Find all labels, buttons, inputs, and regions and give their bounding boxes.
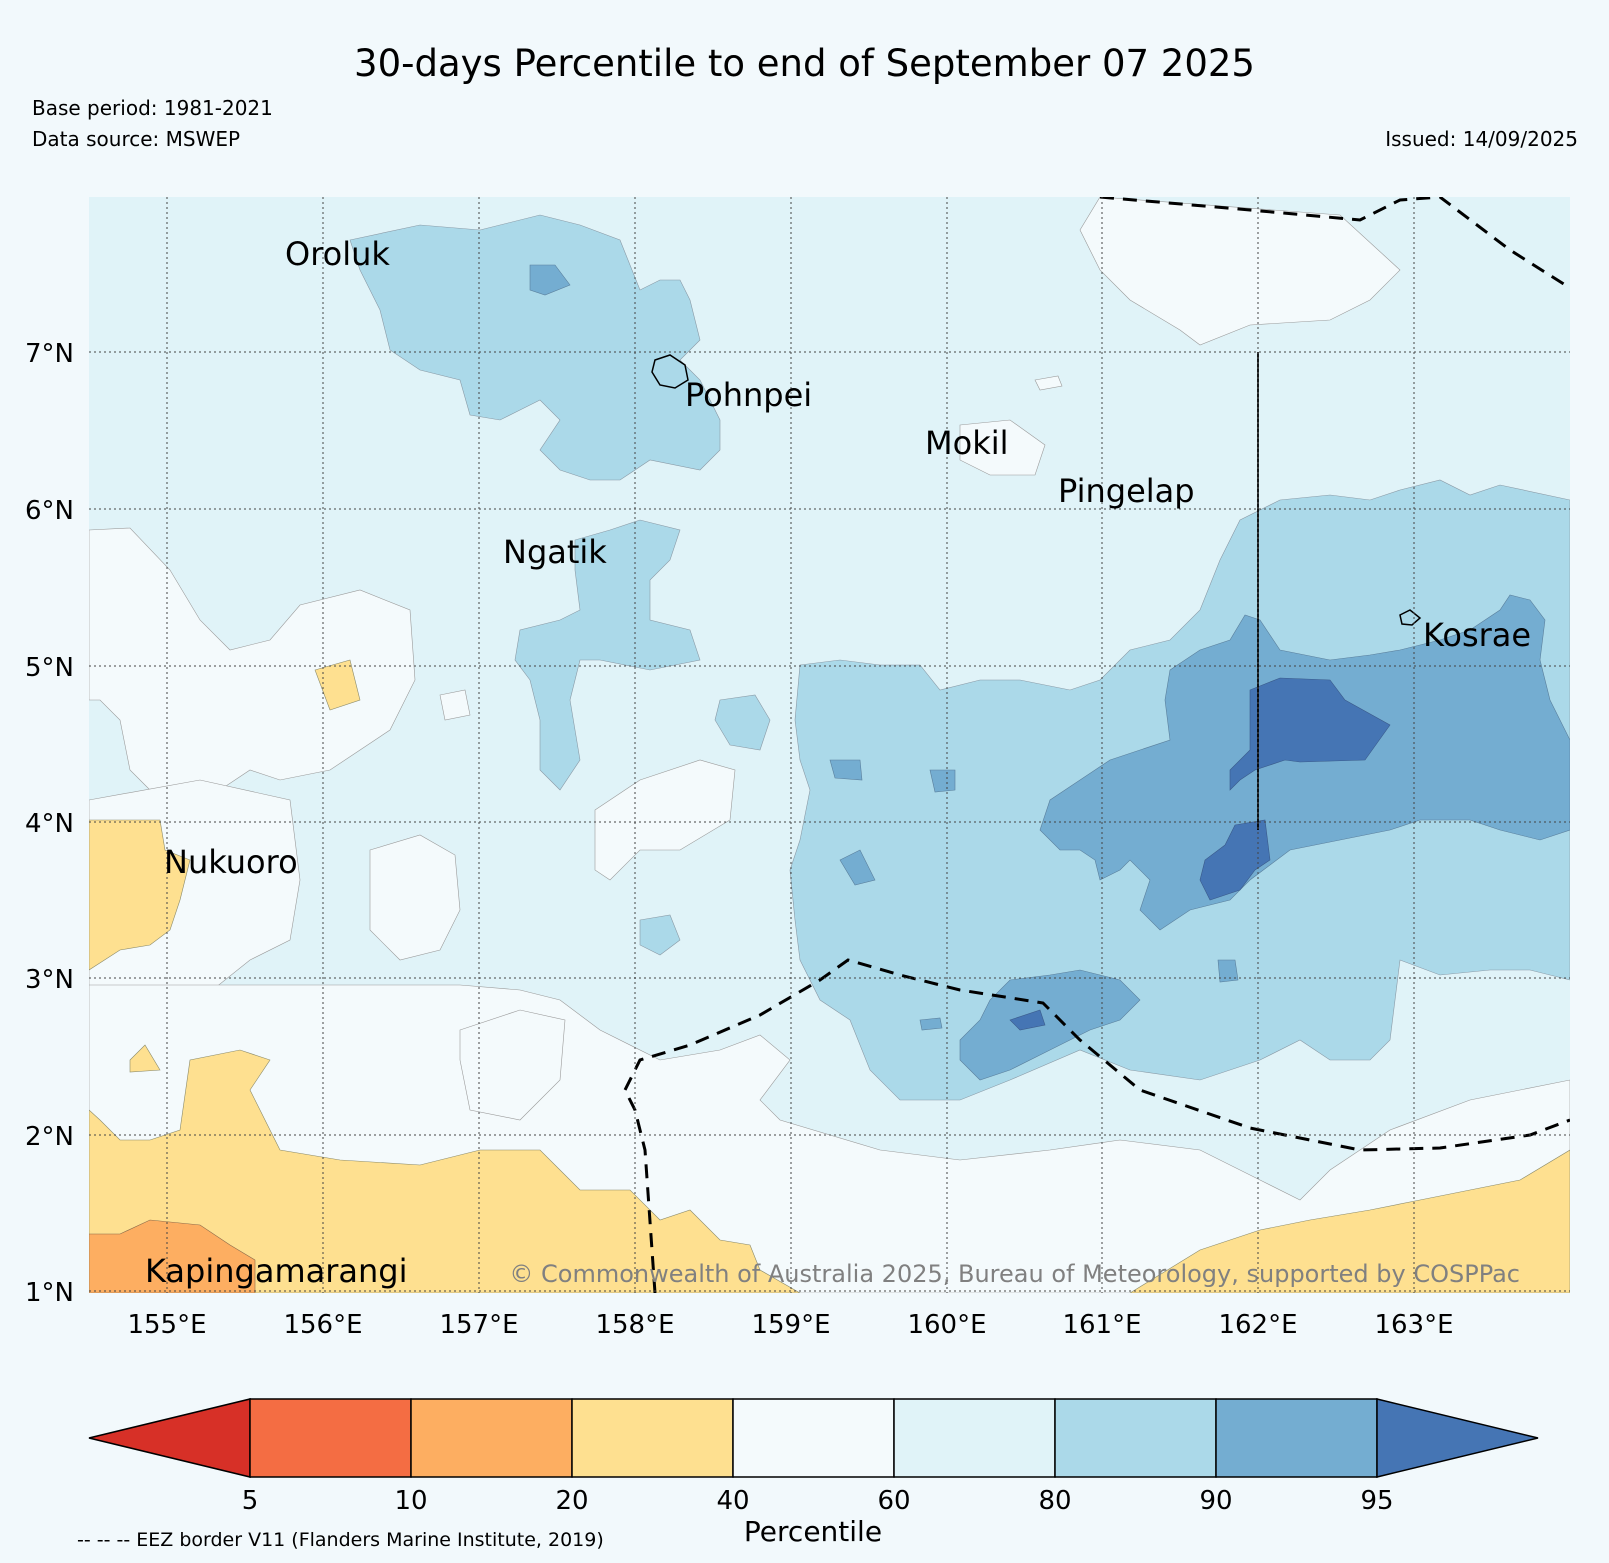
colorbar-bin-10-20 [410,1398,573,1478]
lat-tick: 5°N [25,653,74,683]
colorbar-tick: 20 [555,1486,588,1516]
colorbar-ticks: 5 10 20 40 60 80 90 95 [242,1486,1394,1516]
colorbar-extend-low [88,1398,251,1478]
lat-tick: 3°N [25,965,74,995]
lon-tick: 159°E [751,1310,830,1340]
label-pohnpei: Pohnpei [685,376,812,414]
lon-tick: 156°E [283,1310,362,1340]
lon-tick: 162°E [1218,1310,1297,1340]
colorbar-tick: 95 [1360,1486,1393,1516]
colorbar-extend-high [1376,1398,1539,1478]
label-oroluk: Oroluk [285,235,390,273]
field-20-40 [89,659,1570,1293]
colorbar-tick: 40 [716,1486,749,1516]
colorbar-bin-60-80 [893,1398,1056,1478]
colorbar-tick: 5 [242,1486,259,1516]
label-kapingamarangi: Kapingamarangi [145,1252,407,1290]
island-labels: Oroluk Pohnpei Mokil Pingelap Ngatik Kos… [145,235,1531,1290]
colorbar-bin-90-95 [1215,1398,1378,1478]
lon-tick: 163°E [1374,1310,1453,1340]
lon-tick: 155°E [127,1310,206,1340]
colorbar-bin-20-40 [571,1398,734,1478]
lat-tick: 6°N [25,496,74,526]
lon-tick: 158°E [595,1310,674,1340]
lat-tick: 4°N [25,809,74,839]
label-pingelap: Pingelap [1058,472,1195,510]
colorbar-tick: 60 [877,1486,910,1516]
lon-tick: 161°E [1062,1310,1141,1340]
colorbar-tick: 90 [1199,1486,1232,1516]
lat-tick: 2°N [25,1122,74,1152]
lon-tick-labels: 155°E 156°E 157°E 158°E 159°E 160°E 161°… [127,1310,1453,1340]
colorbar: 5 10 20 40 60 80 90 95 Percentile [88,1398,1539,1548]
issued-date: Issued: 14/09/2025 [1385,127,1578,151]
colorbar-bin-80-90 [1054,1398,1217,1478]
lat-tick-labels: 7°N 6°N 5°N 4°N 3°N 2°N 1°N [25,339,74,1308]
colorbar-bin-40-60 [732,1398,895,1478]
island-outlines [651,354,1422,626]
colorbar-bin-5-10 [249,1398,412,1478]
data-source: Data source: MSWEP [32,127,241,151]
graticule [89,197,1570,1293]
label-mokil: Mokil [925,424,1009,462]
map-field [89,197,1570,1293]
field-above-95 [1009,677,1391,1031]
eez-legend-note: -- -- -- EEZ border V11 (Flanders Marine… [77,1529,604,1551]
lat-tick: 1°N [25,1278,74,1308]
colorbar-label: Percentile [744,1515,882,1548]
label-nukuoro: Nukuoro [164,843,298,881]
field-10-20 [89,1219,256,1293]
lon-tick: 157°E [439,1310,518,1340]
map-title: 30-days Percentile to end of September 0… [354,42,1255,85]
base-period: Base period: 1981-2021 [32,96,273,120]
colorbar-tick: 10 [394,1486,427,1516]
colorbar-tick: 80 [1038,1486,1071,1516]
lon-tick: 160°E [907,1310,986,1340]
label-ngatik: Ngatik [503,533,607,571]
label-kosrae: Kosrae [1423,616,1531,654]
copyright-notice: © Commonwealth of Australia 2025, Bureau… [509,1260,1520,1288]
lat-tick: 7°N [25,339,74,369]
eez-borders [623,197,1570,1293]
